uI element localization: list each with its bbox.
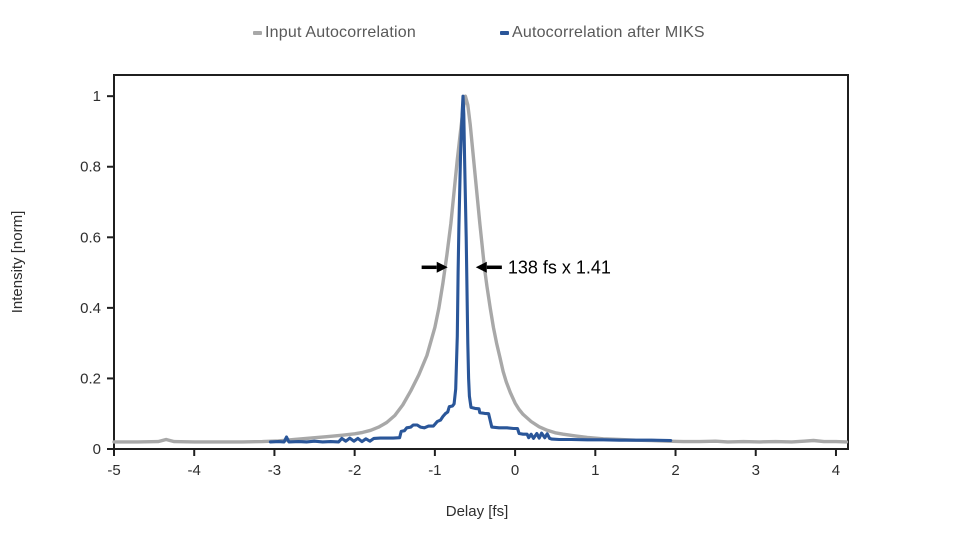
y-tick-label: 1 <box>93 88 101 105</box>
legend-label: Autocorrelation after MIKS <box>511 24 705 41</box>
x-tick-label: -3 <box>268 462 281 479</box>
x-tick-label: 2 <box>671 462 679 479</box>
x-tick-label: -4 <box>188 462 201 479</box>
x-axis-title: Delay [fs] <box>446 503 509 520</box>
plot-border <box>113 74 849 450</box>
x-tick-label: 0 <box>511 462 519 479</box>
legend-marker-blue <box>499 31 509 35</box>
annotation-arrowhead <box>475 261 487 273</box>
legend-marker-gray <box>253 31 262 35</box>
annotation-arrowhead <box>436 261 448 273</box>
x-tick-label: -1 <box>428 462 441 479</box>
x-tick-label: -5 <box>107 462 120 479</box>
legend-label: Input Autocorrelation <box>265 24 416 41</box>
y-tick-label: 0 <box>93 441 101 458</box>
series-line-autocorrelation-after-miks <box>268 94 673 444</box>
x-tick-label: 3 <box>752 462 760 479</box>
y-tick-label: 0.4 <box>80 300 101 317</box>
x-tick-label: 1 <box>591 462 599 479</box>
annotation-text: 138 fs x 1.41 <box>508 257 611 277</box>
legend-item-input-autocorrelation: Input Autocorrelation <box>253 24 416 42</box>
x-tick-label: 4 <box>832 462 840 479</box>
y-tick-label: 0.2 <box>80 370 101 387</box>
x-tick-label: -2 <box>348 462 361 479</box>
y-tick-label: 0.6 <box>80 229 101 246</box>
y-tick-label: 0.8 <box>80 159 101 176</box>
legend: Input Autocorrelation Autocorrelation af… <box>253 24 705 42</box>
y-axis-title: Intensity [norm] <box>9 211 26 314</box>
legend-item-autocorrelation-after-miks: Autocorrelation after MIKS <box>499 24 705 42</box>
